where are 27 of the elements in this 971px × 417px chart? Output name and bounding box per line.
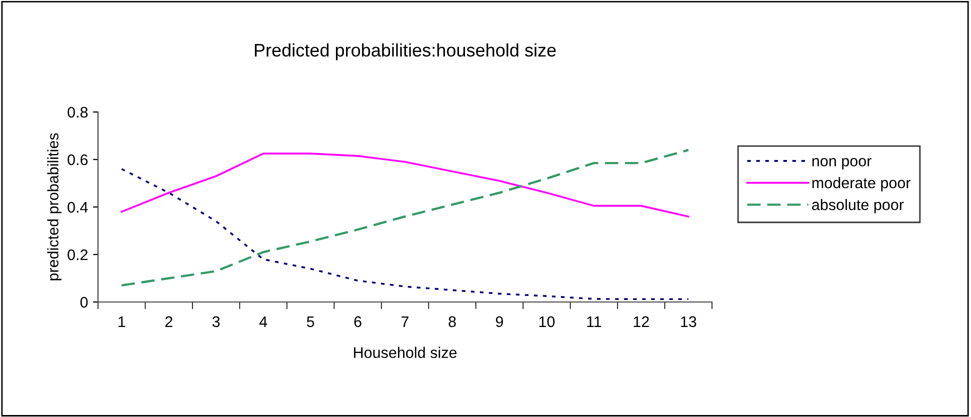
legend-label: moderate poor [812, 177, 911, 192]
x-tick-label: 10 [539, 316, 555, 328]
y-axis-title: predicted probabilities [47, 133, 62, 280]
x-tick-label: 11 [587, 316, 602, 327]
x-tick-label: 5 [306, 316, 314, 328]
x-tick-label: 8 [448, 316, 456, 328]
y-tick-label: 0 [80, 296, 88, 308]
y-tick-label: 0.6 [68, 154, 88, 166]
chart-title: Predicted probabilities:household size [254, 43, 556, 60]
y-tick-label: 0.2 [68, 249, 88, 260]
legend-label: non poor [812, 158, 872, 170]
line-series [120, 148, 690, 286]
x-tick-label: 3 [212, 316, 220, 328]
legend-label: absolute poor [812, 198, 904, 214]
x-axis-title: Household size [354, 346, 457, 358]
x-tick-label: 4 [259, 316, 268, 327]
line-series [120, 168, 690, 300]
x-tick-label: 7 [402, 316, 408, 327]
y-tick-label: 0.4 [68, 202, 88, 213]
line-series [120, 152, 690, 218]
x-tick-label: 13 [681, 316, 696, 328]
y-tick-label: 0.8 [68, 106, 88, 118]
x-tick-label: 1 [118, 316, 126, 327]
x-tick-label: 2 [165, 316, 172, 327]
x-tick-label: 9 [496, 316, 503, 328]
x-tick-label: 12 [634, 316, 649, 327]
x-tick-label: 6 [354, 316, 362, 328]
